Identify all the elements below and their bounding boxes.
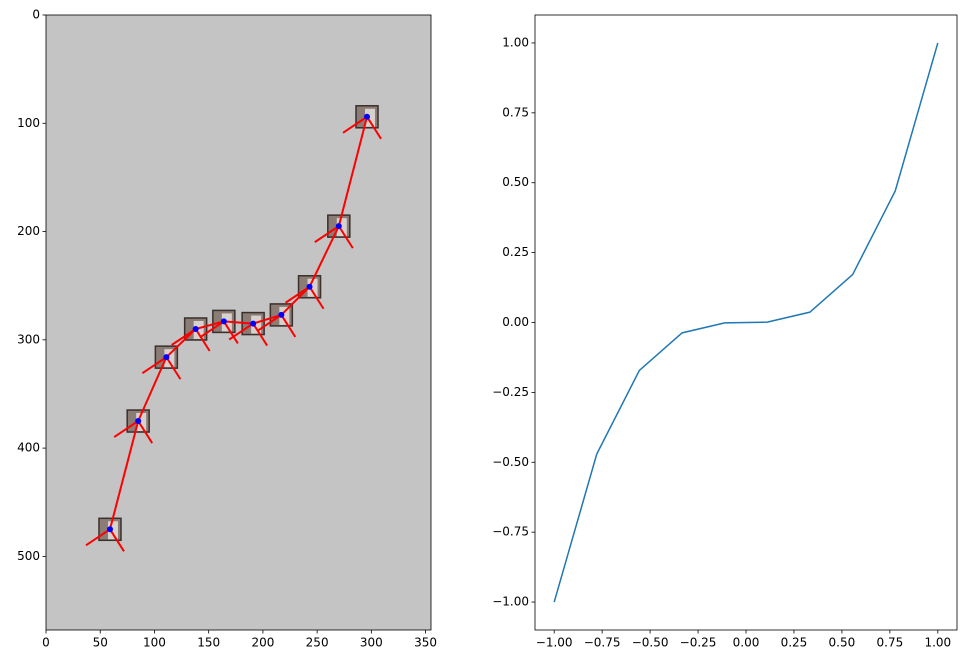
point <box>250 320 257 327</box>
x-tick-label: 100 <box>143 636 166 650</box>
point <box>135 418 142 425</box>
marker-icon-face <box>107 521 118 540</box>
y-tick-label: −0.50 <box>492 455 529 469</box>
x-tick-label: −0.25 <box>680 636 717 650</box>
line <box>553 42 939 603</box>
trajectory-line <box>109 116 368 530</box>
marker-icon-face <box>279 306 290 325</box>
y-tick-label: −0.75 <box>492 525 529 539</box>
x-tick-label: −0.50 <box>632 636 669 650</box>
marker-icon-face <box>365 108 376 127</box>
x-tick-label: −1.00 <box>536 636 573 650</box>
x-tick-label: 0.25 <box>781 636 808 650</box>
x-tick-label: 50 <box>93 636 108 650</box>
y-tick-label: −0.25 <box>492 385 529 399</box>
y-tick-label: 400 <box>17 441 40 455</box>
x-tick-label: 300 <box>360 636 383 650</box>
x-tick-label: 150 <box>197 636 220 650</box>
marker-icon-face <box>193 320 204 339</box>
y-tick-label: 1.00 <box>502 35 529 49</box>
y-tick-label: 0.50 <box>502 175 529 189</box>
x-tick-label: 250 <box>306 636 329 650</box>
x-tick-label: 0.75 <box>877 636 904 650</box>
y-tick-label: −1.00 <box>492 595 529 609</box>
y-tick-label: 0 <box>32 8 40 22</box>
axes-frame <box>45 14 432 631</box>
y-tick-label: 0.00 <box>502 315 529 329</box>
x-tick-label: 1.00 <box>924 636 951 650</box>
y-tick-label: 0.75 <box>502 105 529 119</box>
x-tick-label: −0.75 <box>584 636 621 650</box>
x-tick-label: 350 <box>414 636 437 650</box>
marker-icon-face <box>251 315 262 334</box>
point <box>278 311 285 318</box>
marker-icon-face <box>336 218 347 237</box>
point <box>306 283 313 290</box>
point <box>106 526 113 533</box>
marker-icon-face <box>136 413 147 432</box>
x-tick-label: 0 <box>42 636 50 650</box>
y-tick-label: 200 <box>17 224 40 238</box>
y-tick-label: 500 <box>17 549 40 563</box>
x-tick-label: 0.00 <box>733 636 760 650</box>
y-tick-label: 300 <box>17 332 40 346</box>
point <box>220 318 227 325</box>
point <box>192 325 199 332</box>
y-tick-label: 100 <box>17 116 40 130</box>
marker-icon-face <box>164 349 175 368</box>
y-tick-label: 0.25 <box>502 245 529 259</box>
x-tick-label: 0.50 <box>829 636 856 650</box>
x-tick-label: 200 <box>251 636 274 650</box>
point <box>163 354 170 361</box>
point <box>335 223 342 230</box>
point <box>364 113 371 120</box>
marker-icon-face <box>307 278 318 297</box>
